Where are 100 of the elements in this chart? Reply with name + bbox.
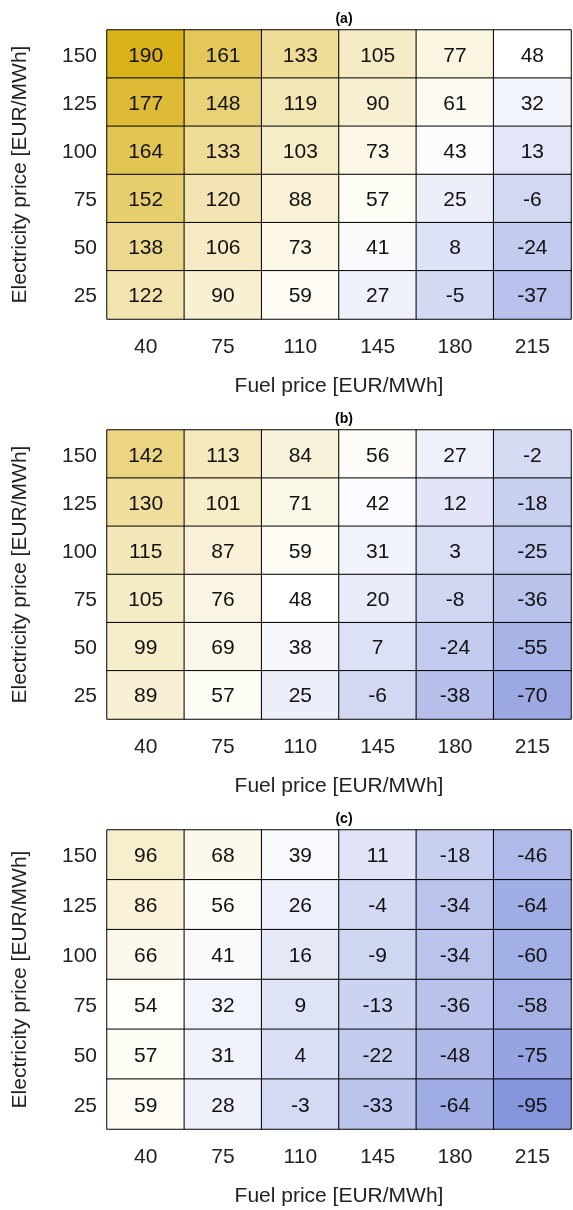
- y-tick-label: 25: [73, 283, 97, 307]
- data-label: 16: [288, 943, 313, 967]
- data-label: 86: [133, 893, 158, 917]
- data-label: 177: [128, 90, 164, 114]
- data-label: -18: [517, 490, 548, 514]
- x-tick-label: 40: [133, 334, 158, 357]
- y-tick-label: 75: [73, 587, 97, 611]
- data-label: -13: [362, 992, 393, 1016]
- y-tick-label: 25: [73, 683, 97, 707]
- y-axis-title: Electricity price [EUR/MWh]: [7, 45, 30, 304]
- data-label: 148: [205, 90, 241, 114]
- x-tick-label: 180: [437, 334, 473, 357]
- data-label: 57: [133, 1042, 158, 1066]
- x-tick-label: 145: [360, 734, 396, 757]
- data-label: -36: [517, 587, 548, 611]
- data-label: -3: [290, 1092, 310, 1116]
- data-label: 48: [288, 587, 313, 611]
- y-tick-label: 100: [61, 138, 97, 162]
- data-label: 101: [205, 490, 241, 514]
- data-label: 42: [365, 490, 390, 514]
- y-tick-label: 125: [61, 90, 97, 114]
- y-tick-label: 125: [61, 490, 97, 514]
- data-label: 27: [365, 283, 390, 307]
- chart-title: (b): [335, 410, 353, 426]
- data-label: 25: [288, 683, 313, 707]
- data-label: -34: [439, 893, 471, 917]
- data-label: -38: [439, 683, 471, 707]
- data-label: 84: [288, 442, 313, 466]
- data-label: 9: [294, 992, 307, 1016]
- data-label: 89: [133, 683, 158, 707]
- data-label: 28: [211, 1092, 235, 1116]
- data-label: -22: [362, 1042, 393, 1066]
- data-label: 43: [443, 138, 467, 162]
- data-label: 88: [288, 187, 313, 211]
- chart-title: (a): [335, 10, 353, 26]
- data-label: 41: [211, 943, 235, 967]
- data-label: 31: [211, 1042, 235, 1066]
- data-label: 73: [288, 235, 313, 259]
- data-label: -6: [368, 683, 388, 707]
- data-label: 56: [211, 893, 235, 917]
- y-tick-label: 50: [73, 1042, 97, 1066]
- data-label: 13: [520, 138, 545, 162]
- x-tick-label: 215: [514, 1144, 550, 1167]
- data-label: 3: [449, 538, 461, 562]
- data-label: -95: [517, 1092, 548, 1116]
- y-tick-label: 125: [61, 893, 97, 917]
- data-label: 69: [211, 635, 235, 659]
- y-tick-label: 150: [61, 442, 97, 466]
- data-label: -4: [368, 893, 388, 917]
- x-tick-label: 40: [133, 1144, 158, 1167]
- y-tick-label: 150: [61, 42, 97, 66]
- x-tick-label: 145: [360, 1144, 396, 1167]
- x-tick-label: 75: [211, 734, 235, 757]
- data-label: -24: [517, 235, 548, 259]
- data-label: 161: [205, 42, 241, 66]
- x-tick-label: 215: [514, 734, 550, 757]
- data-label: -25: [517, 538, 548, 562]
- data-label: 71: [288, 490, 313, 514]
- data-label: 105: [360, 42, 396, 66]
- data-label: -37: [517, 283, 548, 307]
- y-tick-label: 50: [73, 235, 97, 259]
- data-label: -24: [439, 635, 471, 659]
- data-label: 119: [283, 90, 318, 114]
- chart-title: (c): [335, 810, 353, 826]
- data-label: -8: [445, 587, 465, 611]
- data-label: 39: [288, 843, 313, 867]
- data-label: 59: [133, 1092, 158, 1116]
- data-label: -46: [517, 843, 548, 867]
- data-label: 31: [365, 538, 390, 562]
- data-label: 54: [133, 992, 158, 1016]
- y-tick-label: 50: [73, 635, 97, 659]
- y-tick-label: 150: [61, 843, 97, 867]
- x-tick-label: 145: [360, 334, 396, 357]
- data-label: 138: [128, 235, 164, 259]
- data-label: -34: [439, 943, 471, 967]
- data-label: -75: [517, 1042, 548, 1066]
- y-tick-label: 100: [61, 538, 97, 562]
- data-label: 190: [128, 42, 164, 66]
- x-tick-label: 180: [437, 1144, 473, 1167]
- data-label: 57: [211, 683, 235, 707]
- data-label: 41: [365, 235, 390, 259]
- data-label: 57: [365, 187, 390, 211]
- data-label: 96: [133, 843, 158, 867]
- x-tick-label: 180: [437, 734, 473, 757]
- data-label: -36: [439, 992, 471, 1016]
- data-label: 87: [211, 538, 235, 562]
- data-label: 32: [211, 992, 235, 1016]
- data-label: 38: [288, 635, 313, 659]
- data-label: 122: [128, 283, 164, 307]
- data-label: -58: [517, 992, 548, 1016]
- data-label: 48: [520, 42, 545, 66]
- data-label: 105: [128, 587, 164, 611]
- x-axis-title: Fuel price [EUR/MWh]: [234, 1183, 444, 1206]
- data-label: -48: [439, 1042, 471, 1066]
- data-label: 76: [211, 587, 235, 611]
- data-label: 25: [443, 187, 467, 211]
- x-axis-title: Fuel price [EUR/MWh]: [234, 773, 444, 796]
- data-label: 7: [371, 635, 384, 659]
- data-label: 8: [449, 235, 461, 259]
- data-label: 56: [365, 442, 390, 466]
